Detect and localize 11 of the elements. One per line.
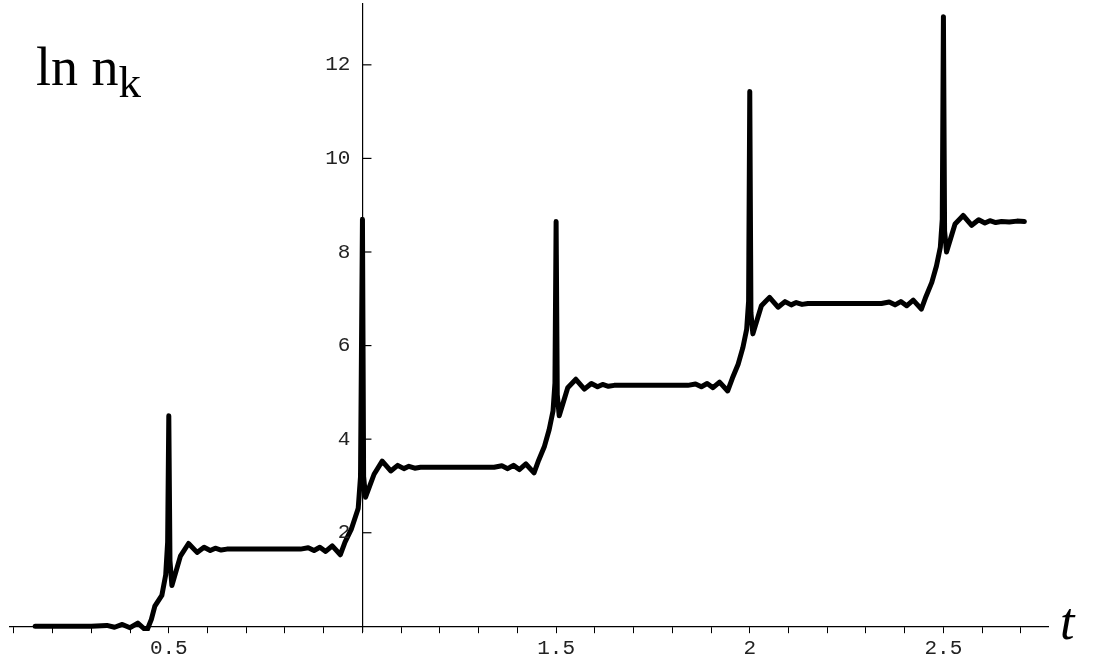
y-tick-label: 12 [325,53,351,77]
y-tick-label: 10 [325,146,351,170]
y-tick-label: 6 [337,334,351,358]
x-axis-title: t [1060,592,1075,651]
y-axis-title: ln n$_{k}$ [36,36,142,108]
y-tick-label: 8 [337,240,351,264]
x-tick-label: 2 [743,637,757,661]
x-tick-label: 2.5 [924,637,963,661]
x-tick-label: 0.5 [149,637,188,661]
y-tick-label: 4 [337,427,351,451]
x-tick-label: 1.5 [537,637,576,661]
